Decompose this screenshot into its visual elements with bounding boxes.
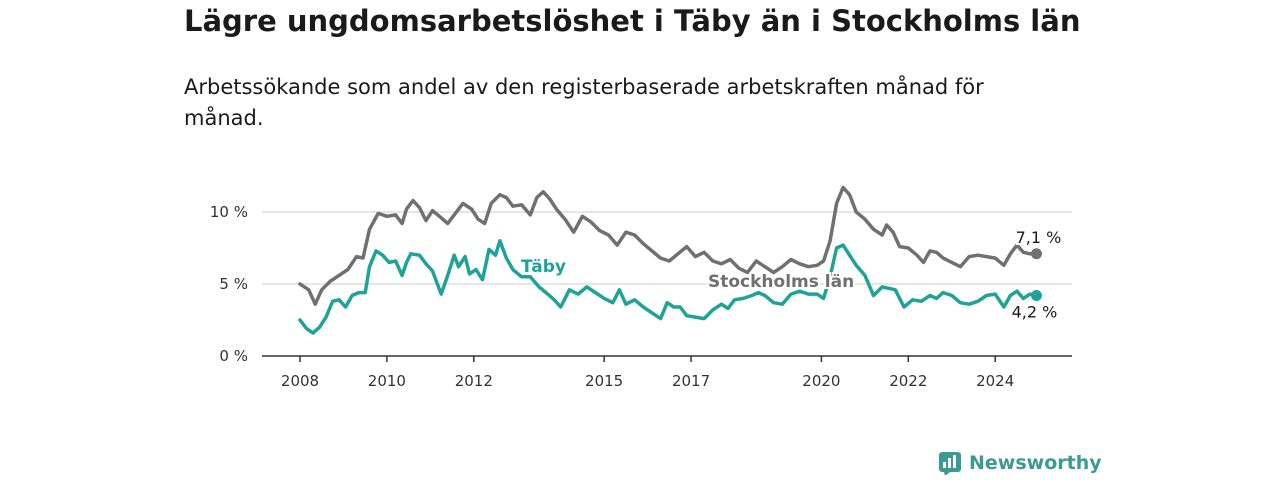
end-label-stockholms-lan: 7,1 % [1016, 228, 1062, 247]
x-axis: 2008 2010 2012 2015 2017 2020 2022 2024 [262, 355, 1072, 390]
end-label-taby: 4,2 % [1012, 303, 1058, 322]
x-tick-label: 2008 [281, 372, 319, 390]
end-point-marker [1030, 290, 1042, 302]
x-tick-label: 2024 [976, 372, 1014, 390]
chart-subtitle: Arbetssökande som andel av den registerb… [184, 75, 984, 130]
grid-lines [262, 211, 1072, 285]
series-line-tby [298, 239, 1039, 335]
series-label-taby: Täby [521, 257, 566, 277]
x-tick-label: 2012 [455, 372, 493, 390]
end-point-marker [1030, 248, 1042, 260]
y-axis-ticks: 0 % 5 % 10 % [210, 203, 248, 365]
series-lines [298, 185, 1042, 335]
y-tick-label: 0 % [219, 347, 248, 365]
y-tick-label: 5 % [219, 275, 248, 293]
x-tick-label: 2017 [672, 372, 710, 390]
series-label-stockholms-lan: Stockholms län [708, 272, 854, 292]
x-tick-label: 2010 [368, 372, 406, 390]
x-tick-label: 2022 [889, 372, 927, 390]
x-tick-label: 2015 [585, 372, 623, 390]
line-chart: 0 %5 %10 % 2008 2010 2012 2015 2017 2020 2022 2… [210, 185, 1072, 390]
newsworthy-logo-text: Newsworthy [969, 452, 1102, 474]
y-tick-label: 10 % [210, 203, 248, 221]
newsworthy-logo-icon [939, 452, 961, 475]
series-labels: Täby Stockholms län 7,1 % 4,2 % [519, 226, 1063, 324]
chart-title: Lägre ungdomsarbetslöshet i Täby än i St… [184, 4, 1081, 38]
series-line-stockholms-ln [298, 185, 1039, 306]
newsworthy-logo: Newsworthy [938, 448, 1102, 478]
x-tick-label: 2020 [802, 372, 840, 390]
